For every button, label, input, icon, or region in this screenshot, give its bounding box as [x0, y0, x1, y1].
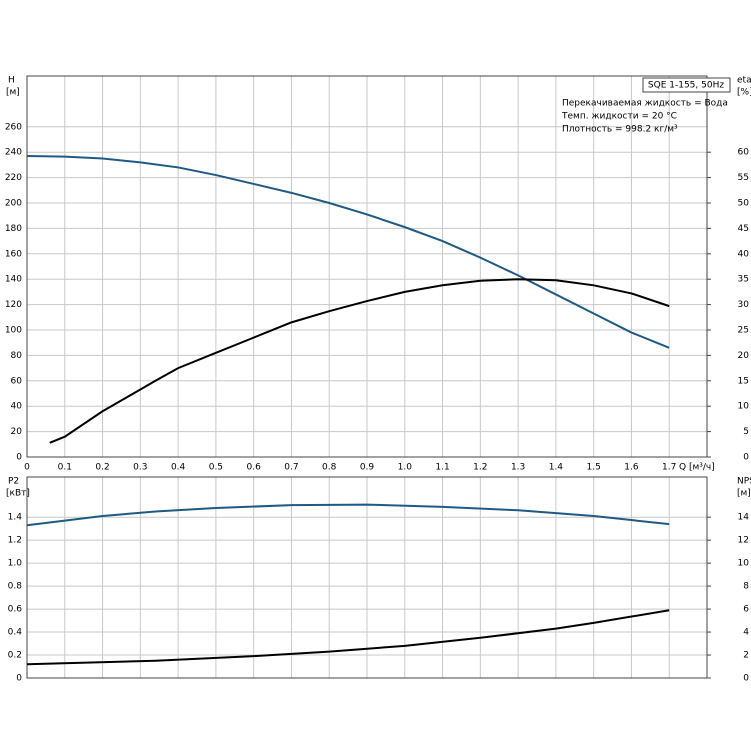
y-tick-label: 0: [16, 453, 22, 463]
x-tick-label: 0.3: [133, 463, 147, 473]
legend-box: [642, 77, 731, 93]
y-tick-label: 200: [5, 199, 22, 209]
y2-tick-label: 5: [743, 427, 749, 437]
y-axis-label: H: [8, 76, 15, 86]
x-tick-label: 1.6: [624, 463, 639, 473]
y-tick-label: 120: [5, 300, 22, 310]
y2-tick-label: 15: [738, 376, 749, 386]
x-tick-label: 0.7: [284, 463, 298, 473]
y2-tick-label: 10: [738, 559, 750, 569]
y-tick-label: 240: [5, 148, 22, 158]
y-tick-label: 0.2: [8, 651, 22, 661]
x-tick-label: 0.9: [360, 463, 375, 473]
y2-tick-label: 55: [738, 173, 749, 183]
y2-tick-label: 35: [738, 275, 749, 285]
y2-axis-unit: [%]: [737, 88, 751, 98]
x-tick-label: 0: [24, 463, 30, 473]
y2-tick-label: 8: [743, 582, 749, 592]
y2-tick-label: 6: [743, 605, 749, 615]
annotation: Плотность = 998.2 кг/м³: [562, 125, 678, 135]
x-tick-label: 1.0: [398, 463, 413, 473]
annotation: Перекачиваемая жидкость = Вода: [562, 99, 728, 109]
curve: [49, 278, 670, 444]
y-tick-label: 1.4: [8, 513, 23, 523]
y-tick-label: 1.0: [8, 559, 23, 569]
x-tick-label: 1.2: [473, 463, 487, 473]
y-tick-label: 1.2: [8, 536, 22, 546]
y2-tick-label: 0: [743, 674, 749, 684]
plot-frame: [26, 476, 708, 679]
y-tick-label: 260: [5, 122, 22, 132]
y-axis-unit: [кВт]: [6, 489, 30, 499]
y-tick-label: 0.8: [8, 582, 23, 592]
y2-tick-label: 20: [738, 351, 750, 361]
annotation: SQE 1-155, 50Hz: [648, 81, 724, 91]
curve: [26, 503, 670, 527]
y2-tick-label: 30: [738, 300, 750, 310]
x-tick-label: 0.1: [58, 463, 72, 473]
x-tick-label: 1.3: [511, 463, 525, 473]
y-tick-label: 0.4: [8, 628, 23, 638]
y2-tick-label: 0: [743, 453, 749, 463]
y-tick-label: 140: [5, 275, 22, 285]
y-tick-label: 0.6: [8, 605, 23, 615]
x-tick-label: 1.7: [662, 463, 676, 473]
y2-axis-unit: [м]: [737, 489, 751, 499]
annotation: Темп. жидкости = 20 °C: [561, 112, 677, 122]
y-tick-label: 40: [11, 402, 23, 412]
x-tick-label: 1.4: [549, 463, 564, 473]
x-tick-label: 0.2: [95, 463, 109, 473]
y2-tick-label: 45: [738, 224, 749, 234]
x-tick-label: 0.6: [247, 463, 262, 473]
y-tick-label: 180: [5, 224, 22, 234]
x-tick-label: 0.4: [171, 463, 186, 473]
y-axis-label: P2: [8, 477, 19, 487]
y2-tick-label: 25: [738, 326, 749, 336]
y-tick-label: 20: [11, 427, 23, 437]
y-tick-label: 80: [11, 351, 23, 361]
plot-frame: [26, 75, 708, 458]
y-axis-unit: [м]: [6, 88, 20, 98]
x-tick-label: 0.5: [209, 463, 223, 473]
y-tick-label: 100: [5, 326, 22, 336]
y2-tick-label: 12: [738, 536, 749, 546]
y2-tick-label: 50: [738, 199, 750, 209]
y2-axis-label: eta: [737, 76, 751, 86]
curve: [26, 155, 670, 349]
y-tick-label: 160: [5, 249, 22, 259]
x-tick-label: 1.5: [587, 463, 601, 473]
y2-tick-label: 14: [738, 513, 750, 523]
y2-tick-label: 2: [743, 651, 749, 661]
x-tick-label: 0.8: [322, 463, 337, 473]
x-tick-label: 1.1: [435, 463, 449, 473]
y2-tick-label: 4: [743, 628, 749, 638]
y2-tick-label: 10: [738, 402, 750, 412]
y-tick-label: 60: [11, 376, 23, 386]
y2-tick-label: 40: [738, 249, 750, 259]
x-axis-label: Q [м³/ч]: [679, 463, 715, 473]
y2-axis-label: NPSH: [737, 477, 751, 487]
y-tick-label: 220: [5, 173, 22, 183]
y2-tick-label: 60: [738, 148, 750, 158]
curve: [26, 609, 670, 666]
y-tick-label: 0: [16, 674, 22, 684]
